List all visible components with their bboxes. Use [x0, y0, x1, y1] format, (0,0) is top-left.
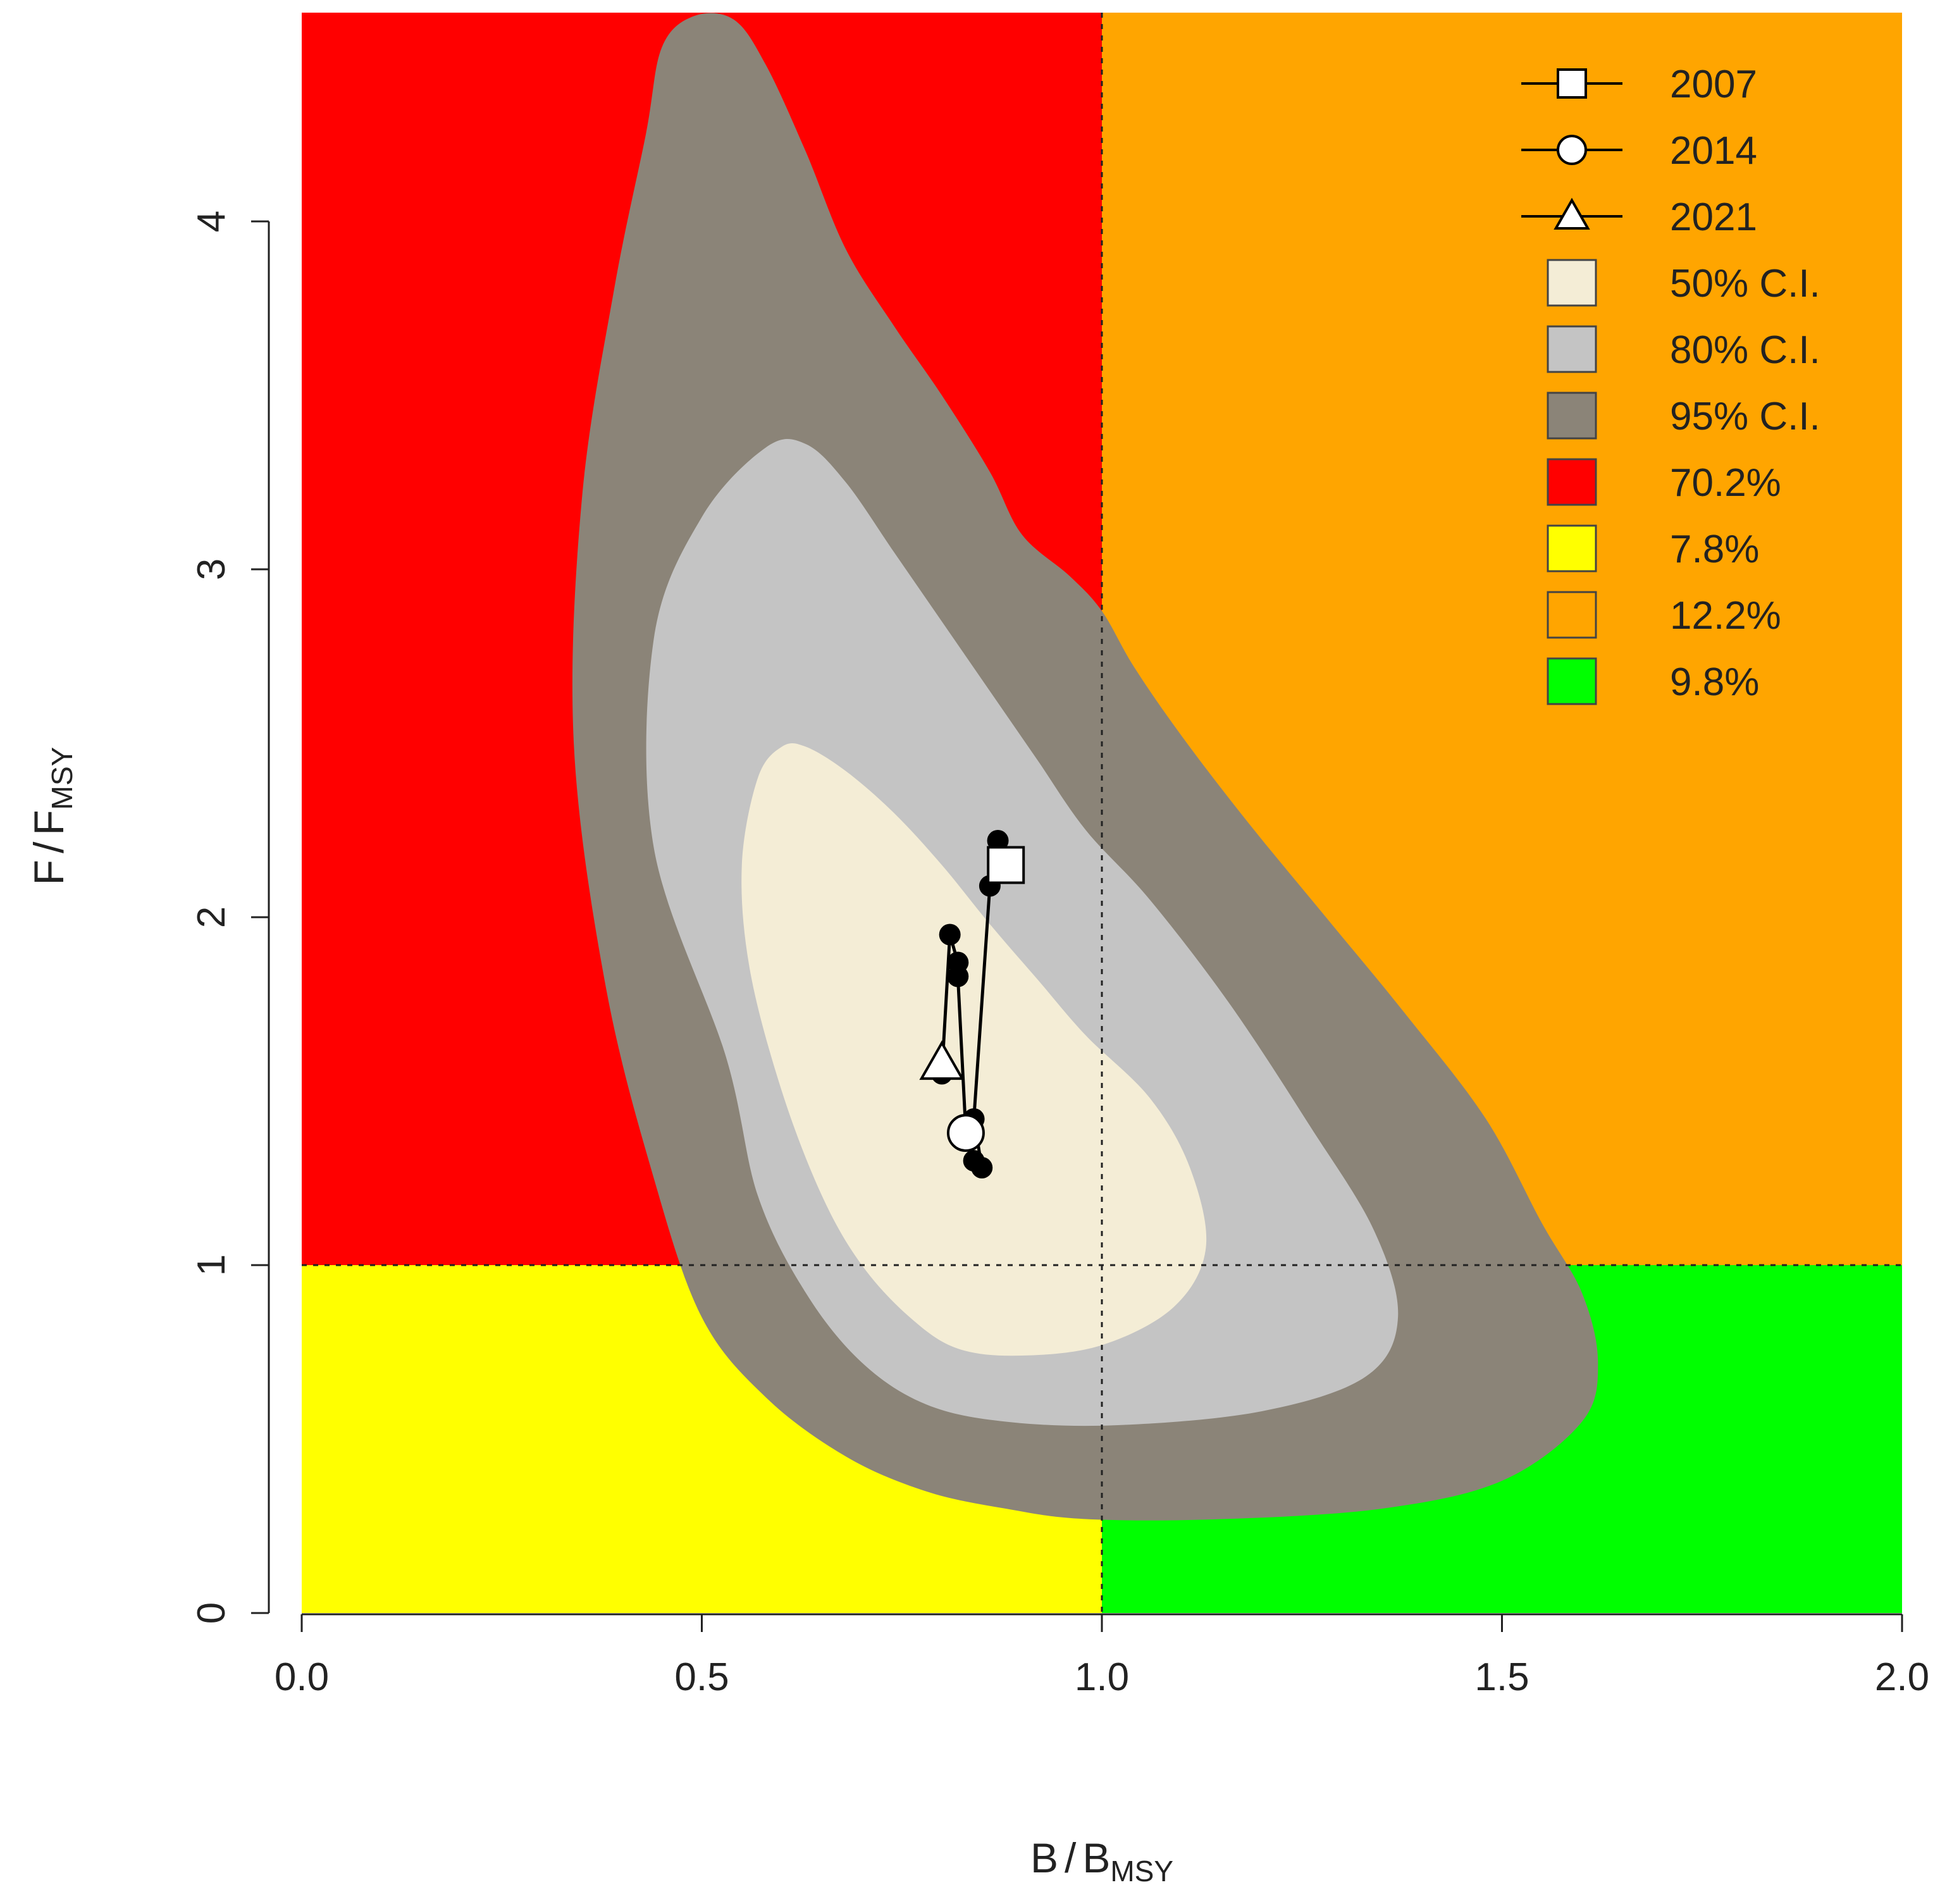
x-tick-label: 1.5	[1474, 1655, 1529, 1699]
legend-entry: 9.8%	[1547, 657, 1759, 705]
legend-entry: 70.2%	[1547, 458, 1781, 506]
legend-swatch	[1547, 657, 1597, 705]
legend-swatch	[1547, 524, 1597, 572]
legend-entry: 50% C.I.	[1547, 259, 1820, 307]
axis-layer: 0.0 0.5 1.0 1.5 2.0 0 1 2 3 4	[190, 211, 1929, 1699]
legend-swatch	[1547, 458, 1597, 506]
trajectory-layer	[919, 830, 1025, 1178]
legend-label: 70.2%	[1670, 461, 1781, 505]
trajectory-point	[963, 1150, 985, 1171]
legend-entry: 2007	[1521, 63, 1757, 106]
legend-label: 12.2%	[1670, 594, 1781, 638]
y-axis-label-main: F	[25, 860, 72, 885]
y-tick-label: 3	[190, 559, 233, 580]
legend-entry: 12.2%	[1547, 591, 1781, 639]
x-tick-label: 0.5	[674, 1655, 729, 1699]
legend-entry: 2021	[1521, 195, 1757, 239]
y-tick-label: 0	[190, 1602, 233, 1624]
y-tick-label: 1	[190, 1254, 233, 1276]
confidence-region-50-ci	[741, 743, 1207, 1356]
x-axis-label: B / BMSY	[1030, 1834, 1173, 1888]
legend-label: 50% C.I.	[1670, 262, 1820, 306]
legend-swatch	[1547, 325, 1597, 373]
y-axis-label: F/FMSY	[25, 747, 78, 886]
x-axis-label-main: B	[1030, 1834, 1058, 1881]
reference-line-layer	[302, 13, 1902, 1613]
marker-2007	[987, 846, 1025, 884]
trajectory-point	[947, 951, 969, 974]
legend-label: 7.8%	[1670, 528, 1759, 571]
legend: 2007 2014 2021 50% C.I. 80% C.I. 95% C.I. 70.2…	[1521, 63, 1820, 705]
legend-swatch	[1547, 259, 1597, 307]
legend-label: 2021	[1670, 195, 1757, 239]
legend-swatch	[1547, 392, 1597, 440]
legend-entry: 7.8%	[1547, 524, 1759, 572]
x-axis-label-sub: MSY	[1110, 1855, 1173, 1888]
y-tick-label: 4	[190, 211, 233, 232]
x-tick-label: 1.0	[1075, 1655, 1129, 1699]
legend-label: 2007	[1670, 63, 1757, 106]
y-axis-label-main-repeat: F	[25, 810, 72, 835]
legend-entry: 80% C.I.	[1547, 325, 1820, 373]
legend-entry: 95% C.I.	[1547, 392, 1820, 440]
legend-label: 9.8%	[1670, 660, 1759, 704]
legend-triangle-symbol	[1554, 197, 1590, 230]
legend-entry: 2014	[1521, 129, 1757, 173]
trajectory-point	[939, 924, 961, 946]
legend-circle-symbol	[1557, 135, 1587, 165]
legend-label: 95% C.I.	[1670, 395, 1820, 438]
legend-label: 2014	[1670, 129, 1757, 173]
x-axis-label-main-repeat: B	[1082, 1834, 1110, 1881]
x-tick-label: 0.0	[275, 1655, 329, 1699]
marker-2014	[946, 1114, 985, 1152]
legend-swatch	[1547, 591, 1597, 639]
x-tick-label: 2.0	[1875, 1655, 1929, 1699]
y-axis-label-sub: MSY	[46, 747, 78, 810]
y-tick-label: 2	[190, 906, 233, 928]
legend-square-symbol	[1557, 68, 1587, 99]
legend-label: 80% C.I.	[1670, 328, 1820, 372]
marker-2021	[919, 1040, 965, 1080]
confidence-region-layer	[572, 13, 1598, 1521]
